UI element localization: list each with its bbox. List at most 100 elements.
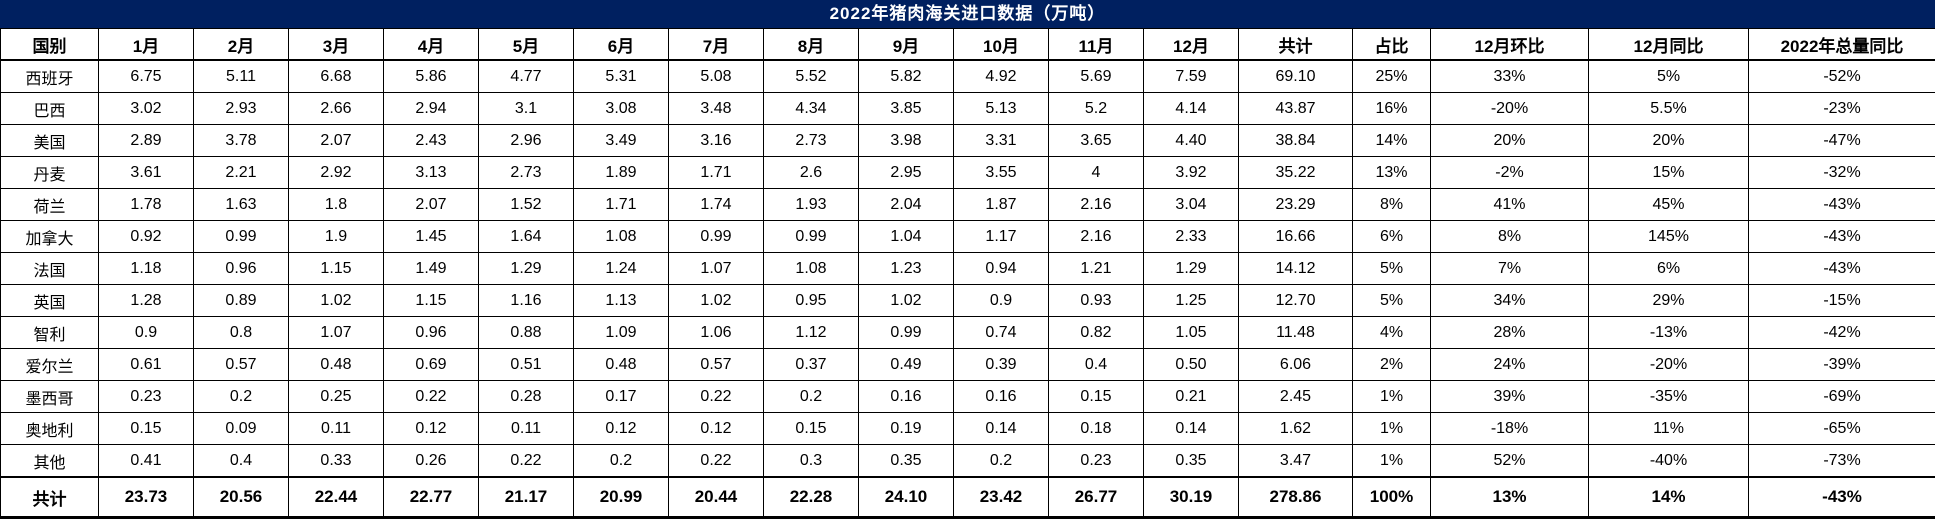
value-cell: 8%: [1430, 220, 1589, 253]
value-cell: 2.89: [98, 124, 194, 157]
value-cell: 0.39: [953, 348, 1049, 381]
value-cell: 13%: [1430, 476, 1589, 519]
value-cell: 0.21: [1143, 380, 1239, 413]
value-cell: 4.34: [763, 92, 859, 125]
value-cell: 1.12: [763, 316, 859, 349]
table-row: 爱尔兰 0.61 0.57 0.48 0.69 0.51 0.48 0.57 0.37 0.49 0…: [0, 348, 1935, 381]
value-cell: 0.11: [288, 412, 384, 445]
value-cell: 23.42: [953, 476, 1049, 519]
value-cell: 0.22: [668, 444, 764, 478]
table-row: 英国 1.28 0.89 1.02 1.15 1.16 1.13 1.02 0.95 1.02 0.…: [0, 284, 1935, 317]
value-cell: 1.17: [953, 220, 1049, 253]
value-cell: -52%: [1748, 59, 1935, 93]
value-cell: -42%: [1748, 316, 1935, 349]
value-cell: 2.33: [1143, 220, 1239, 253]
value-cell: -43%: [1748, 252, 1935, 285]
import-data-table: 国别 1月 2月 3月 4月 5月 6月 7月 8月 9月 10月 11月 12月 共计 占比 12月环比 12…: [0, 28, 1935, 519]
value-cell: 20.56: [193, 476, 289, 519]
value-cell: 0.2: [573, 444, 669, 478]
value-cell: 1.07: [288, 316, 384, 349]
value-cell: 45%: [1588, 188, 1749, 221]
value-cell: 0.96: [383, 316, 479, 349]
value-cell: 0.22: [668, 380, 764, 413]
country-cell: 英国: [0, 284, 99, 317]
value-cell: 0.95: [763, 284, 859, 317]
table-row: 加拿大 0.92 0.99 1.9 1.45 1.64 1.08 0.99 0.99 1.04 1.…: [0, 220, 1935, 253]
value-cell: 2.07: [288, 124, 384, 157]
value-cell: 0.3: [763, 444, 859, 478]
total-row: 共计 23.73 20.56 22.44 22.77 21.17 20.99 20.44 22.…: [0, 476, 1935, 519]
country-cell: 奥地利: [0, 412, 99, 445]
value-cell: 0.15: [763, 412, 859, 445]
value-cell: 0.57: [193, 348, 289, 381]
country-cell: 巴西: [0, 92, 99, 125]
value-cell: 0.09: [193, 412, 289, 445]
value-cell: 22.77: [383, 476, 479, 519]
value-cell: 5.52: [763, 59, 859, 93]
value-cell: 0.57: [668, 348, 764, 381]
value-cell: 1.24: [573, 252, 669, 285]
column-header-10: 10月: [953, 28, 1049, 61]
value-cell: 2%: [1352, 348, 1431, 381]
value-cell: 13%: [1352, 156, 1431, 189]
value-cell: 0.4: [1048, 348, 1144, 381]
country-cell: 法国: [0, 252, 99, 285]
value-cell: 5.2: [1048, 92, 1144, 125]
value-cell: 28%: [1430, 316, 1589, 349]
country-cell: 智利: [0, 316, 99, 349]
value-cell: 14%: [1352, 124, 1431, 157]
value-cell: 0.15: [1048, 380, 1144, 413]
value-cell: 1.78: [98, 188, 194, 221]
value-cell: 1.06: [668, 316, 764, 349]
value-cell: 69.10: [1238, 59, 1353, 93]
value-cell: 2.16: [1048, 220, 1144, 253]
value-cell: 6%: [1588, 252, 1749, 285]
value-cell: 1%: [1352, 412, 1431, 445]
table-row: 奥地利 0.15 0.09 0.11 0.12 0.11 0.12 0.12 0.15 0.19 0…: [0, 412, 1935, 445]
value-cell: 1.08: [573, 220, 669, 253]
value-cell: 30.19: [1143, 476, 1239, 519]
value-cell: 1.45: [383, 220, 479, 253]
value-cell: -23%: [1748, 92, 1935, 125]
value-cell: 0.41: [98, 444, 194, 478]
value-cell: 20%: [1588, 124, 1749, 157]
value-cell: 0.35: [1143, 444, 1239, 478]
value-cell: 2.16: [1048, 188, 1144, 221]
value-cell: 24%: [1430, 348, 1589, 381]
value-cell: 1.23: [858, 252, 954, 285]
table-row: 巴西 3.02 2.93 2.66 2.94 3.1 3.08 3.48 4.34 3.85 5.1…: [0, 92, 1935, 125]
value-cell: 6.06: [1238, 348, 1353, 381]
value-cell: -20%: [1430, 92, 1589, 125]
value-cell: 1.89: [573, 156, 669, 189]
value-cell: 4.77: [478, 59, 574, 93]
column-header-12: 12月: [1143, 28, 1239, 61]
value-cell: 1.64: [478, 220, 574, 253]
value-cell: 29%: [1588, 284, 1749, 317]
value-cell: 0.99: [858, 316, 954, 349]
value-cell: 5.86: [383, 59, 479, 93]
country-cell: 美国: [0, 124, 99, 157]
value-cell: 35.22: [1238, 156, 1353, 189]
value-cell: 2.43: [383, 124, 479, 157]
value-cell: 16%: [1352, 92, 1431, 125]
value-cell: 21.17: [478, 476, 574, 519]
column-header-0: 国别: [0, 28, 99, 61]
value-cell: 0.26: [383, 444, 479, 478]
country-cell: 共计: [0, 476, 99, 519]
value-cell: -18%: [1430, 412, 1589, 445]
table-row: 其他 0.41 0.4 0.33 0.26 0.22 0.2 0.22 0.3 0.35 0.2 0.…: [0, 444, 1935, 478]
value-cell: 6%: [1352, 220, 1431, 253]
value-cell: 2.73: [478, 156, 574, 189]
value-cell: 41%: [1430, 188, 1589, 221]
value-cell: 1.13: [573, 284, 669, 317]
value-cell: 0.92: [98, 220, 194, 253]
country-cell: 加拿大: [0, 220, 99, 253]
table-header: 国别 1月 2月 3月 4月 5月 6月 7月 8月 9月 10月 11月 12月 共计 占比 12月环比 12…: [0, 28, 1935, 61]
value-cell: 15%: [1588, 156, 1749, 189]
column-header-14: 占比: [1352, 28, 1431, 61]
value-cell: 0.61: [98, 348, 194, 381]
value-cell: 0.2: [953, 444, 1049, 478]
value-cell: -32%: [1748, 156, 1935, 189]
value-cell: 0.19: [858, 412, 954, 445]
